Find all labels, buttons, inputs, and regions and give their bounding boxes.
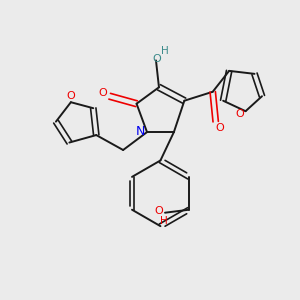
Text: O: O: [215, 123, 224, 133]
Text: H: H: [161, 46, 169, 56]
Text: O: O: [66, 91, 75, 101]
Text: O: O: [152, 54, 161, 64]
Text: N: N: [136, 125, 145, 138]
Text: H: H: [160, 216, 167, 226]
Text: O: O: [99, 88, 107, 98]
Text: O: O: [236, 109, 244, 119]
Text: O: O: [155, 206, 164, 216]
